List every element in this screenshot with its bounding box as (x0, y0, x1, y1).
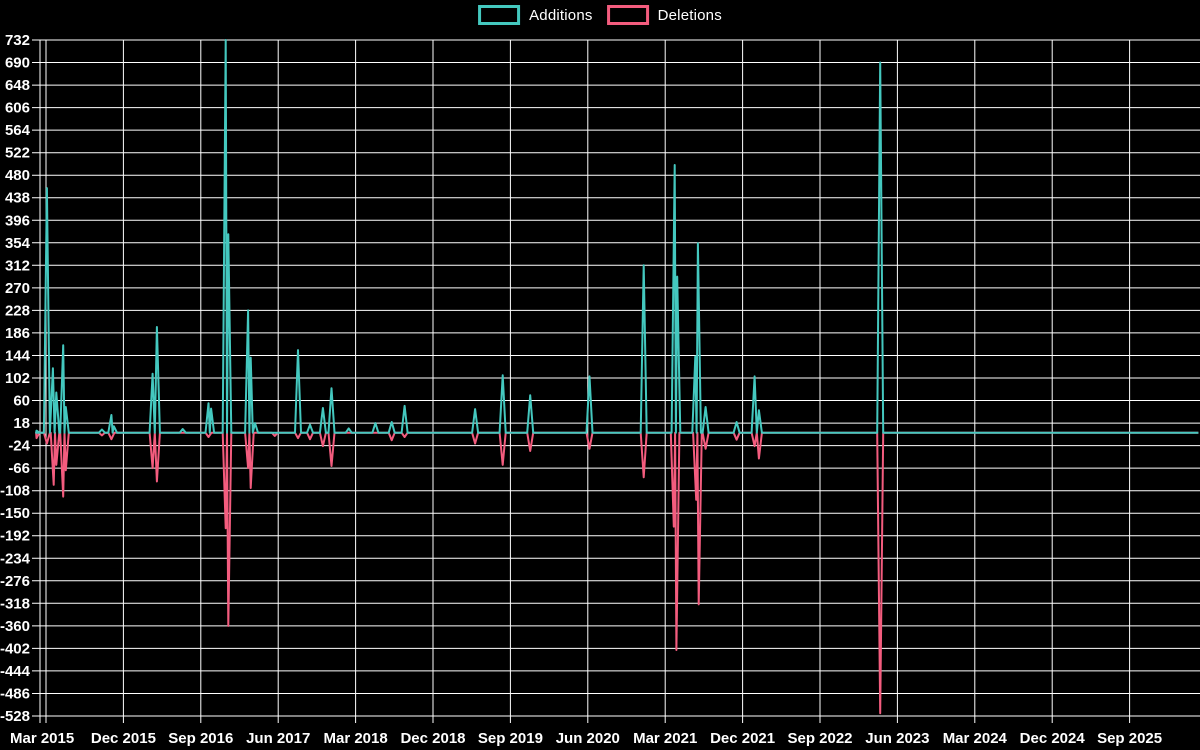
grid-layer (32, 39, 1200, 723)
y-axis-tick-label: 18 (13, 415, 30, 432)
x-axis-tick-label: Jun 2017 (246, 730, 310, 747)
y-axis-tick-label: -192 (0, 528, 30, 545)
y-axis-tick-label: -528 (0, 708, 30, 725)
y-axis-tick-label: -402 (0, 640, 30, 657)
y-axis-tick-label: 690 (5, 55, 30, 72)
x-axis-tick-label: Dec 2015 (91, 730, 156, 747)
y-axis-tick-label: 186 (5, 325, 30, 342)
x-axis-tick-label: Dec 2018 (400, 730, 465, 747)
y-axis-tick-label: -150 (0, 505, 30, 522)
y-axis-tick-label: 648 (5, 77, 30, 94)
series-line-additions (35, 39, 1199, 434)
legend-label-additions: Additions (529, 6, 593, 24)
x-axis-tick-label: Dec 2021 (710, 730, 775, 747)
y-axis-tick-label: -486 (0, 686, 30, 703)
x-axis-tick-label: Sep 2022 (787, 730, 852, 747)
y-axis-tick-label: -276 (0, 573, 30, 590)
x-axis-tick-label: Mar 2015 (10, 730, 74, 747)
y-axis-tick-label: -234 (0, 550, 31, 567)
deletions-swatch-icon (606, 5, 649, 25)
x-axis-tick-label: Mar 2018 (323, 730, 387, 747)
y-axis-tick-label: 522 (5, 145, 30, 162)
y-axis-tick-label: 60 (13, 393, 30, 410)
y-axis-tick-label: -108 (0, 483, 30, 500)
y-axis-tick-label: 438 (5, 190, 30, 207)
chart-legend: Additions Deletions (478, 5, 722, 25)
y-axis-tick-label: 354 (5, 235, 31, 252)
y-axis-tick-label: -24 (8, 438, 30, 455)
y-axis-tick-label: -318 (0, 595, 30, 612)
x-axis-tick-label: Jun 2023 (865, 730, 929, 747)
y-axis-tick-label: 228 (5, 302, 30, 319)
legend-entry-additions: Additions (478, 5, 593, 25)
y-axis-tick-label: 396 (5, 212, 30, 229)
y-axis-tick-label: 480 (5, 167, 30, 184)
y-axis-tick-label: -360 (0, 618, 30, 635)
legend-label-deletions: Deletions (657, 6, 722, 24)
x-axis-tick-label: Dec 2024 (1020, 730, 1086, 747)
y-axis-tick-label: 270 (5, 280, 30, 297)
x-axis-tick-label: Sep 2025 (1097, 730, 1162, 747)
y-axis-tick-label: 102 (5, 370, 30, 387)
series-layer (35, 39, 1199, 715)
additions-swatch-icon (478, 5, 521, 25)
x-axis-tick-label: Mar 2024 (943, 730, 1008, 747)
y-axis-tick-label: 732 (5, 32, 30, 49)
x-axis-tick-label: Mar 2021 (633, 730, 697, 747)
y-axis-tick-label: 564 (5, 122, 31, 139)
legend-entry-deletions: Deletions (606, 5, 722, 25)
y-axis-tick-label: -444 (0, 663, 31, 680)
x-axis-tick-label: Jun 2020 (556, 730, 620, 747)
y-axis-tick-label: -66 (8, 460, 30, 477)
axis-label-layer: 732 690 648 606 564 522 480 438 396 354 312 270 228 1… (0, 32, 1162, 747)
y-axis-tick-label: 312 (5, 257, 30, 274)
y-axis-tick-label: 144 (5, 348, 31, 365)
x-axis-tick-label: Sep 2016 (168, 730, 233, 747)
y-axis-tick-label: 606 (5, 100, 30, 117)
x-axis-tick-label: Sep 2019 (478, 730, 543, 747)
